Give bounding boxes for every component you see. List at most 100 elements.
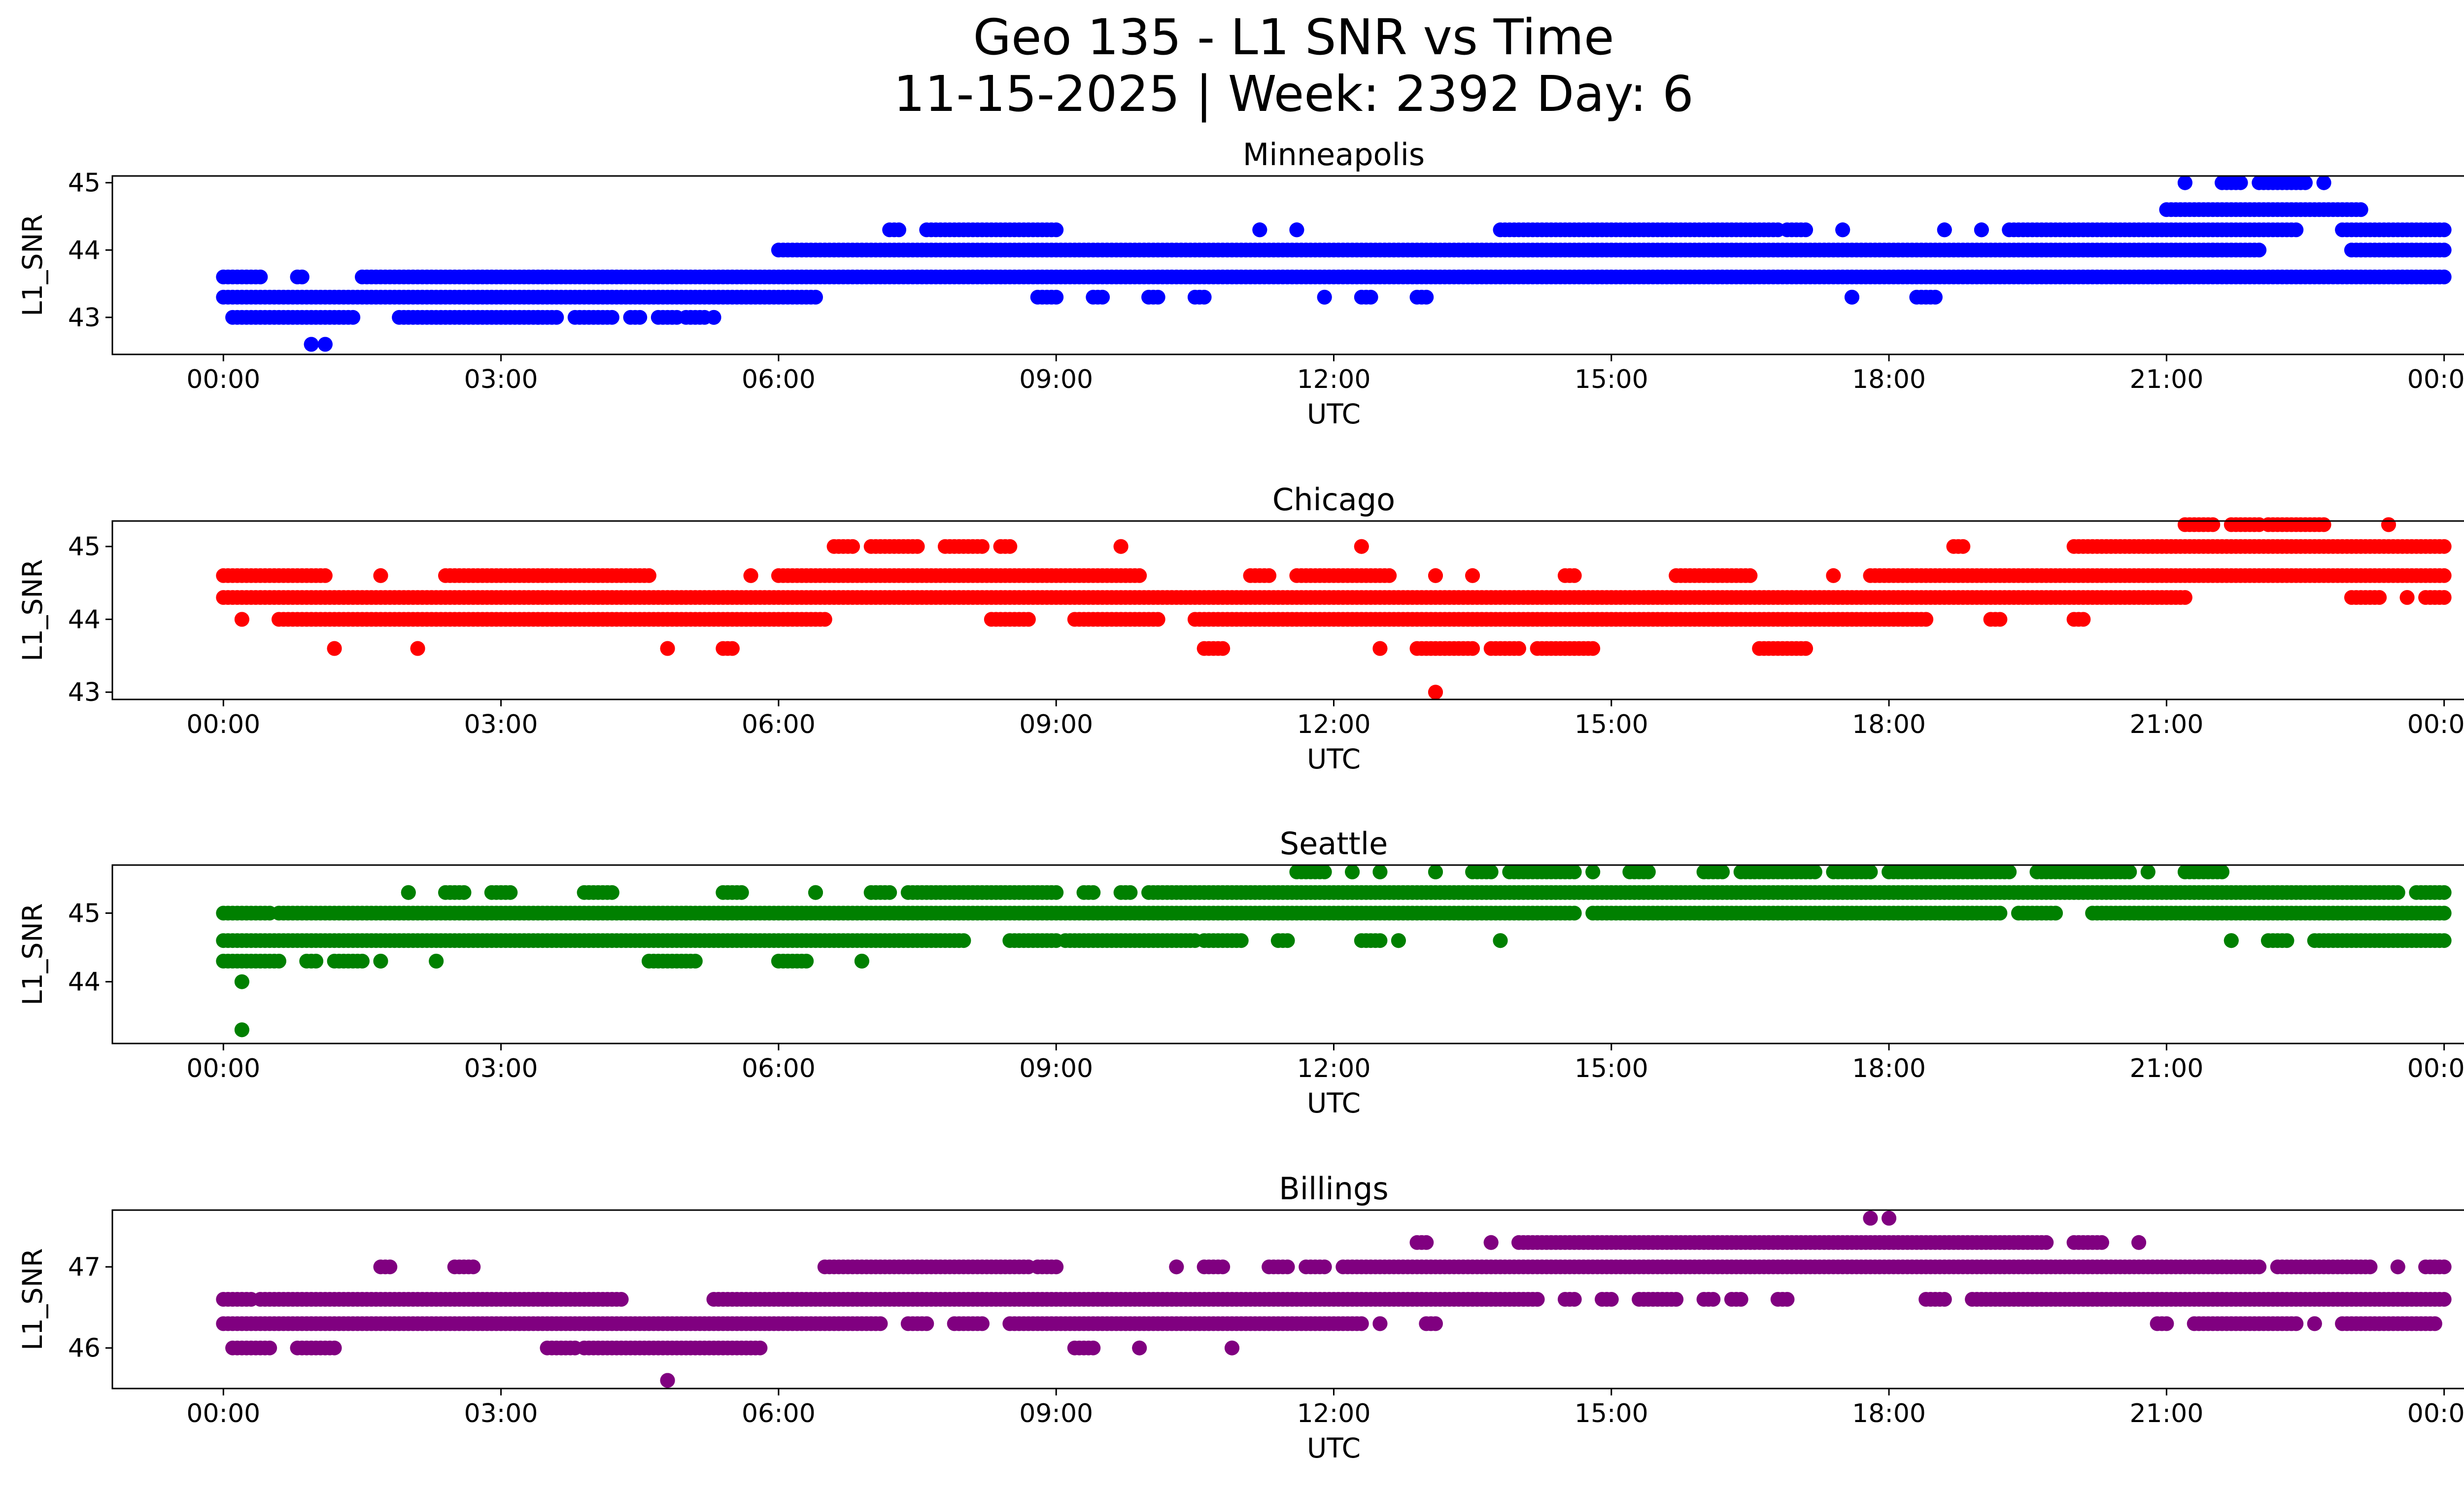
data-point <box>1354 1316 1369 1331</box>
data-point <box>614 1292 629 1307</box>
data-point <box>642 568 656 583</box>
y-tick-label: 45 <box>68 169 101 198</box>
x-tick-label: 06:00 <box>742 710 816 739</box>
panel-title: Seattle <box>1280 826 1388 862</box>
data-point <box>327 641 342 656</box>
data-point <box>2076 612 2091 627</box>
data-point <box>604 885 619 900</box>
data-point <box>919 1316 934 1331</box>
data-series <box>216 175 2452 352</box>
x-tick-label: 09:00 <box>1019 365 1093 394</box>
data-point <box>234 612 249 627</box>
data-point <box>2215 864 2229 879</box>
data-point <box>975 1316 990 1331</box>
data-point <box>799 953 814 969</box>
data-point <box>1937 1292 1952 1307</box>
x-tick-label: 00:00 <box>2407 1054 2464 1083</box>
data-point <box>817 612 832 627</box>
data-point <box>1937 222 1952 238</box>
data-point <box>2436 1292 2452 1307</box>
x-tick-label: 18:00 <box>1852 710 1926 739</box>
x-tick-label: 06:00 <box>742 1054 816 1083</box>
data-point <box>2399 590 2415 605</box>
panel-title: Chicago <box>1272 482 1395 518</box>
data-point <box>2177 590 2192 605</box>
data-point <box>2233 175 2248 190</box>
data-point <box>725 641 740 656</box>
data-point <box>604 310 619 325</box>
data-point <box>1465 568 1480 583</box>
data-point <box>1863 864 1878 879</box>
data-point <box>1021 612 1036 627</box>
data-point <box>2436 222 2452 238</box>
x-axis-label: UTC <box>1307 743 1361 775</box>
data-point <box>734 885 749 900</box>
data-point <box>2048 905 2063 921</box>
data-point <box>1132 1340 1147 1356</box>
data-point <box>327 1340 342 1356</box>
data-point <box>1132 568 1147 583</box>
x-tick-label: 18:00 <box>1852 365 1926 394</box>
data-point <box>2436 933 2452 948</box>
data-point <box>1382 568 1397 583</box>
data-point <box>2436 568 2452 583</box>
x-tick-label: 09:00 <box>1019 1054 1093 1083</box>
data-point <box>410 641 425 656</box>
data-point <box>2427 1316 2442 1331</box>
data-point <box>2418 269 2433 284</box>
data-point <box>1049 1259 1064 1275</box>
data-point <box>2224 933 2239 948</box>
data-point <box>1585 641 1601 656</box>
data-point <box>1826 568 1841 583</box>
data-point <box>466 1259 481 1275</box>
data-point <box>1918 612 1934 627</box>
data-point <box>1372 641 1388 656</box>
x-tick-label: 15:00 <box>1574 365 1648 394</box>
y-tick-label: 44 <box>68 968 101 997</box>
data-point <box>401 885 416 900</box>
y-tick-label: 43 <box>68 303 101 333</box>
data-point <box>373 568 388 583</box>
data-point <box>1225 1340 1239 1356</box>
data-point <box>2381 517 2396 532</box>
data-point <box>1511 641 1526 656</box>
data-point <box>808 885 823 900</box>
data-point <box>1095 289 1110 305</box>
data-point <box>1567 864 1582 879</box>
data-point <box>1215 1259 1231 1275</box>
y-tick-label: 45 <box>68 899 101 928</box>
data-point <box>2205 517 2221 532</box>
data-series <box>216 864 2452 1038</box>
data-series <box>216 1211 2452 1388</box>
data-point <box>2177 175 2192 190</box>
data-point <box>2289 1316 2304 1331</box>
x-tick-label: 00:00 <box>2407 365 2464 394</box>
data-point <box>1086 885 1101 900</box>
data-point <box>345 310 361 325</box>
x-tick-label: 12:00 <box>1297 1054 1371 1083</box>
data-point <box>2436 243 2452 258</box>
data-point <box>2168 269 2184 284</box>
data-point <box>2316 175 2331 190</box>
data-point <box>1428 1316 1443 1331</box>
data-point <box>1428 568 1443 583</box>
data-point <box>1428 864 1443 879</box>
data-point <box>1280 1259 1295 1275</box>
y-tick-label: 44 <box>68 236 101 265</box>
y-axis-label: L1_SNR <box>17 559 48 661</box>
x-tick-label: 21:00 <box>2129 365 2203 394</box>
data-point <box>456 885 472 900</box>
data-point <box>1567 568 1582 583</box>
data-point <box>1113 539 1129 554</box>
data-point <box>1150 612 1165 627</box>
data-point <box>2252 1259 2267 1275</box>
data-point <box>2372 590 2387 605</box>
data-point <box>1567 905 1582 921</box>
chart-subtitle: 11-15-2025 | Week: 2392 Day: 6 <box>893 65 1693 123</box>
x-axis-label: UTC <box>1307 398 1361 430</box>
